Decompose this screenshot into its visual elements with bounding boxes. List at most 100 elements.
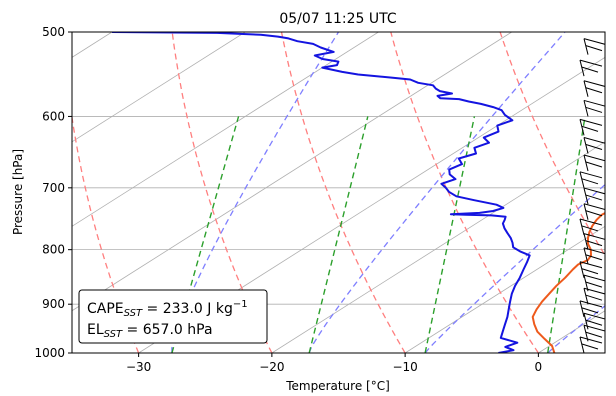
wind-barb-staff [583, 100, 589, 117]
wind-barb-flag [585, 144, 603, 150]
wind-barb [584, 16, 606, 33]
moist-adiabat-line [547, 305, 605, 353]
wind-barb [579, 300, 603, 318]
wind-barb-flag [585, 331, 603, 338]
wind-barb [583, 99, 605, 117]
wind-barb [583, 274, 605, 292]
wind-barb [583, 233, 605, 250]
y-axis: 500 600 700 800 900 1000 [34, 25, 72, 360]
wind-barb-staff [583, 313, 589, 330]
wind-barb-flag [586, 23, 602, 28]
y-tick-label: 1000 [34, 346, 65, 360]
wind-barb [583, 187, 605, 205]
isotherm-line [271, 141, 605, 353]
wind-barb-staff [583, 275, 589, 292]
isotherm-line [404, 225, 605, 353]
y-axis-label: Pressure [hPa] [11, 149, 25, 235]
wind-barb [583, 137, 605, 154]
plot-frame [71, 31, 606, 354]
cape-unit-superscript: −1 [233, 299, 248, 310]
wind-barb-flag [579, 118, 603, 126]
moist-adiabat-line [424, 183, 605, 353]
wind-barb [579, 59, 603, 77]
chart-title: 05/07 11:25 UTC [279, 11, 397, 27]
wind-barb-flag [583, 312, 605, 320]
wind-barb-staff [583, 247, 589, 265]
wind-barb-flag [579, 218, 603, 226]
wind-barb-flag [583, 233, 605, 240]
wind-barb [579, 118, 603, 136]
cape-label: CAPE [87, 301, 124, 317]
x-tick-label: −10 [392, 360, 417, 374]
wind-barb-staff [583, 137, 589, 154]
moist-adiabat-line [308, 32, 566, 353]
wind-barb-flag [585, 319, 603, 326]
isotherm-line [538, 310, 605, 353]
wind-barb-flag [585, 87, 603, 94]
dry-adiabat-line [609, 32, 616, 353]
mixing-ratio-line [424, 116, 476, 353]
wind-barb-staff [579, 218, 585, 236]
wind-barb-flag [585, 161, 603, 168]
wind-barb-flag [585, 254, 603, 261]
wind-barb [579, 336, 603, 353]
x-axis-label: Temperature [°C] [285, 379, 390, 393]
wind-barb-flag [583, 274, 605, 282]
temperature-line [531, 211, 605, 353]
wind-barb-flag [583, 99, 605, 107]
wind-barb-flag [581, 307, 599, 314]
wind-barb-staff [579, 171, 585, 188]
wind-barb [583, 38, 605, 55]
cape-subscript: SST [124, 308, 143, 319]
wind-barb [583, 287, 605, 305]
y-tick-label: 900 [42, 297, 65, 311]
wind-barb-flag [583, 187, 605, 195]
x-axis: −30 −20 −10 0 [126, 353, 542, 374]
wind-barb-flag [579, 300, 603, 308]
el-value: = 657.0 hPa [122, 322, 212, 338]
isotherm-line [72, 32, 246, 143]
wind-barb-flag [585, 294, 603, 301]
cape-annotation: CAPESST = 233.0 J kg−1 [87, 299, 248, 319]
wind-barb [583, 154, 605, 172]
wind-barb-staff [587, 32, 588, 33]
y-tick-label: 700 [42, 181, 65, 195]
wind-barb-flag [583, 80, 605, 87]
dry-adiabat-line [390, 32, 539, 353]
wind-barb-flag [585, 281, 603, 288]
wind-barb-staff [579, 336, 585, 353]
wind-barb-flag [583, 137, 605, 144]
wind-barb-flag [585, 106, 603, 113]
el-subscript: SST [104, 329, 123, 340]
wind-barbs [579, 16, 606, 353]
dry-adiabat-line [0, 32, 5, 353]
dry-adiabat-line [280, 32, 406, 353]
wind-barb-staff [583, 80, 589, 97]
wind-barb-flag [581, 125, 599, 132]
wind-barb-flag [579, 59, 603, 67]
wind-barb-flag [583, 38, 605, 45]
wind-barb-flag [581, 178, 599, 185]
el-label: EL [87, 322, 104, 338]
wind-barb-staff [583, 288, 589, 305]
wind-barb-staff [579, 300, 585, 318]
el-annotation: ELSST = 657.0 hPa [87, 322, 213, 340]
wind-barb-staff [583, 187, 589, 205]
wind-barb [583, 312, 605, 330]
wind-barb-flag [584, 16, 606, 22]
wind-barb [583, 80, 605, 97]
y-tick-label: 500 [42, 25, 65, 39]
mixing-ratio-line [547, 116, 586, 353]
mixing-ratio-line [308, 116, 369, 353]
x-tick-label: 0 [535, 360, 543, 374]
wind-barb-flag [581, 343, 599, 350]
wind-barb [579, 171, 603, 188]
wind-barb-flag [581, 225, 599, 232]
wind-barb-flag [579, 261, 603, 269]
wind-barb-staff [583, 38, 589, 55]
wind-barb [579, 261, 603, 278]
y-tick-label: 600 [42, 109, 65, 123]
wind-barb-staff [583, 154, 589, 172]
wind-barb-flag [583, 154, 605, 162]
